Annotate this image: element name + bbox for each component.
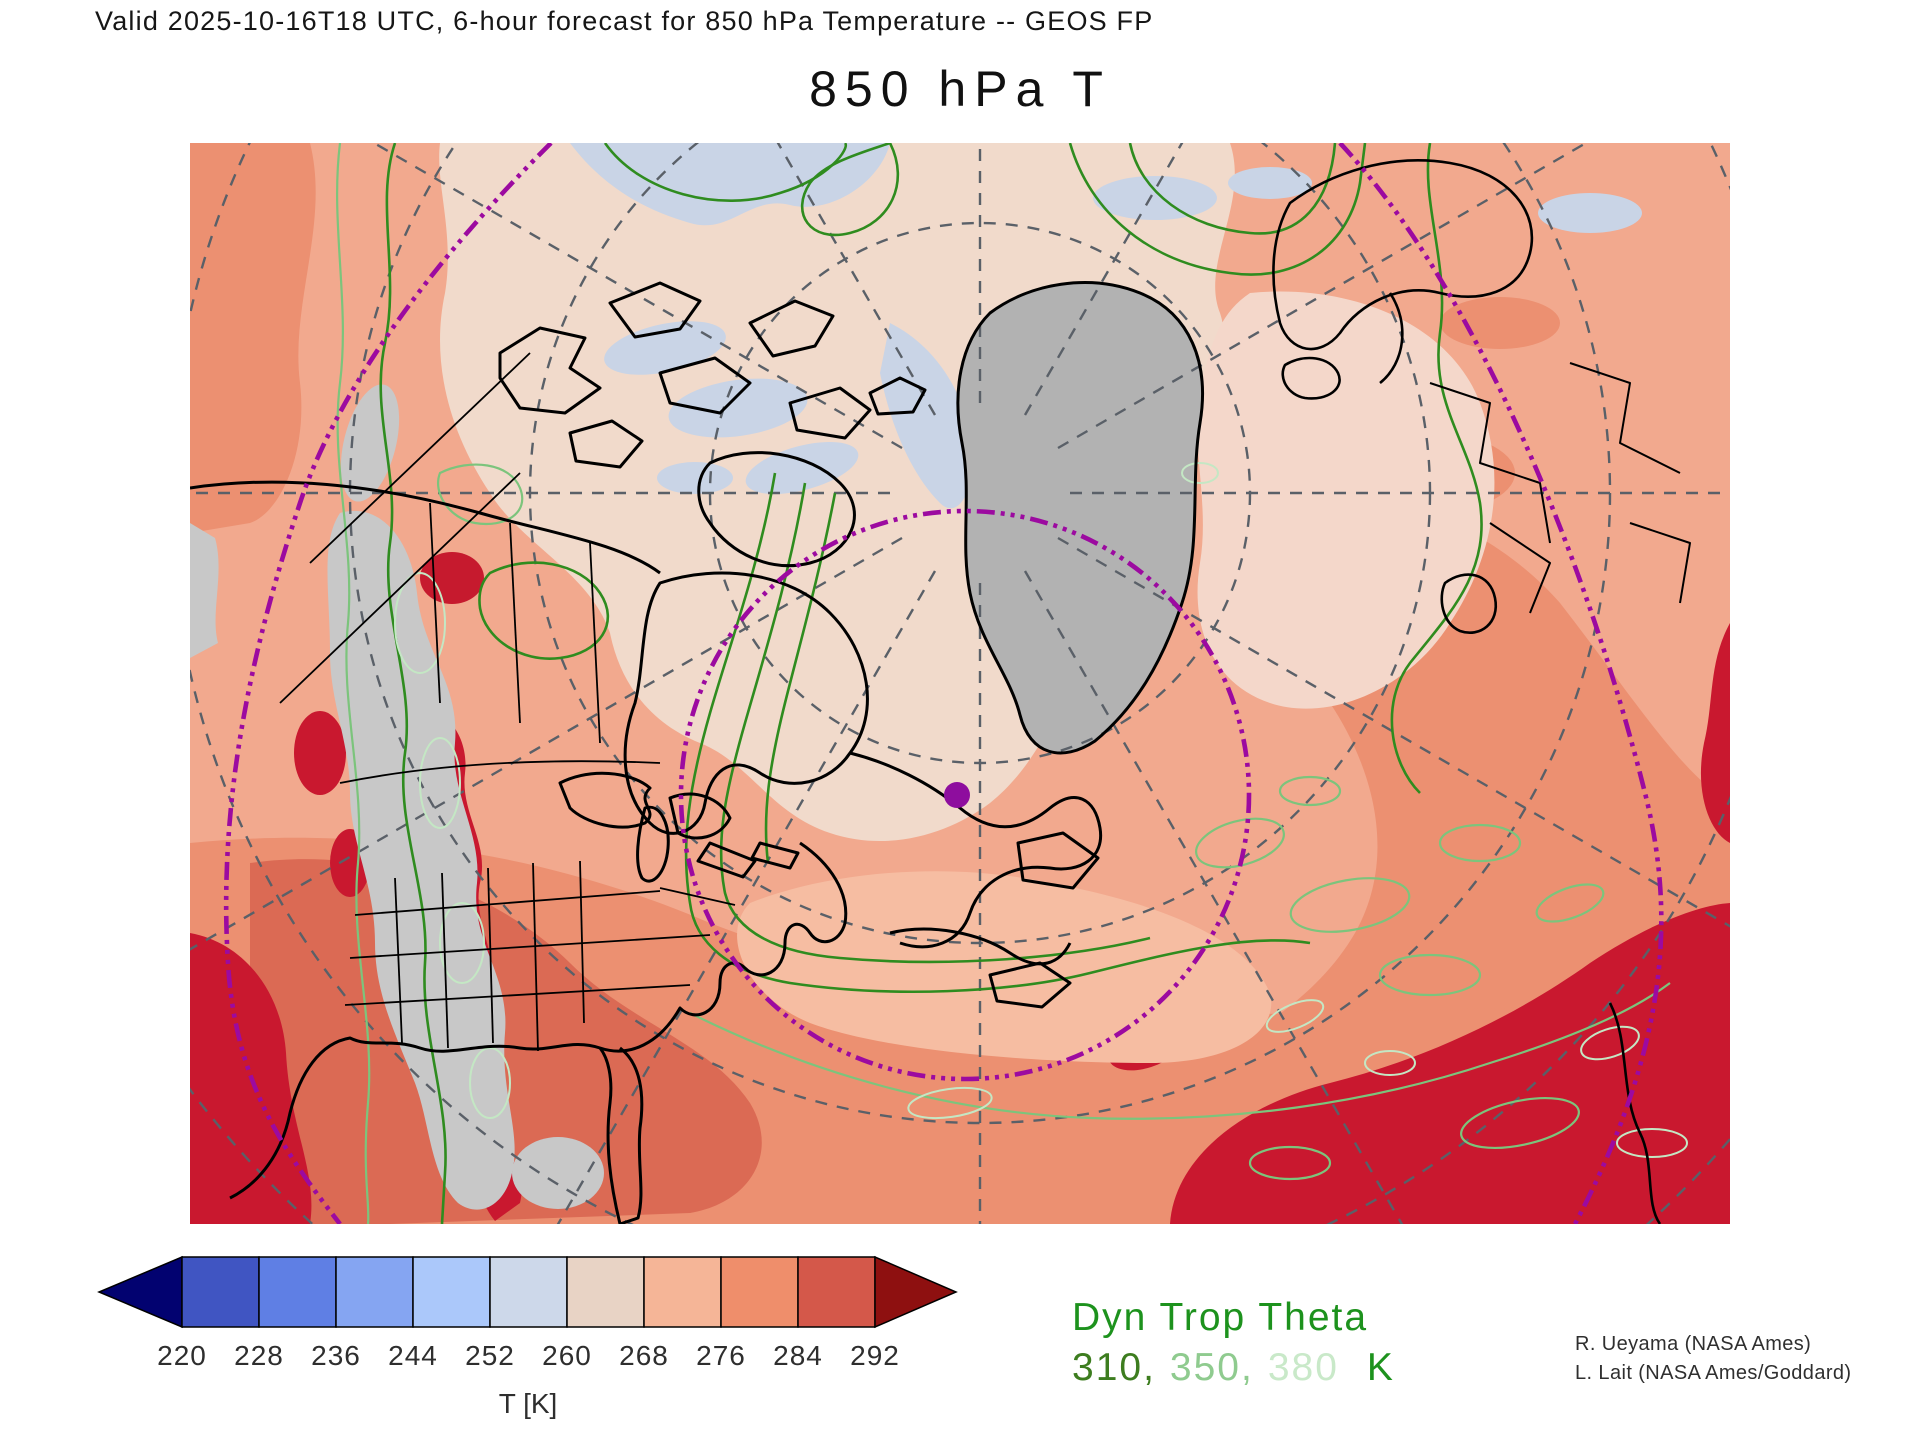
colorbar-under-arrow — [97, 1255, 183, 1329]
colorbar-tick-label: 236 — [311, 1340, 361, 1371]
theta-legend-level: 380 — [1267, 1346, 1339, 1389]
colorbar-tick-label: 284 — [773, 1340, 823, 1371]
colorbar-svg — [97, 1255, 958, 1329]
credit-line-1: R. Ueyama (NASA Ames) — [1575, 1333, 1812, 1355]
theta-legend-units: K — [1366, 1346, 1395, 1389]
rockies-terrain-fill — [327, 510, 515, 1210]
colorbar-tick-label: 228 — [234, 1340, 284, 1371]
theta-legend-levels: 310, 350, 380 K — [1072, 1346, 1409, 1390]
colorbar-cell — [643, 1256, 722, 1328]
theta-legend-level: 350, — [1169, 1346, 1254, 1389]
colorbar-cell — [720, 1256, 799, 1328]
legend-levels-holder: 310, 350, 380 — [1072, 1346, 1353, 1389]
track-overlay-layer — [223, 143, 1664, 1224]
map-svg — [190, 143, 1730, 1224]
colorbar-units-label: T [K] — [498, 1388, 558, 1419]
theta-legend-title: Dyn Trop Theta — [1072, 1296, 1369, 1339]
colorbar-tick-label: 220 — [157, 1340, 207, 1371]
colorbar-cell — [566, 1256, 645, 1328]
track-curve-west — [223, 143, 553, 1224]
colorbar-cell — [489, 1256, 568, 1328]
colorbar-tick-label: 252 — [465, 1340, 515, 1371]
colorbar-over-arrow — [874, 1255, 958, 1329]
theta-legend-level: 310, — [1072, 1346, 1156, 1389]
map-panel — [190, 143, 1730, 1224]
colorbar-tick-label: 292 — [850, 1340, 900, 1371]
temperature-fill-layer — [190, 143, 1730, 1224]
colorbar-cell — [335, 1256, 414, 1328]
colorbar — [97, 1254, 958, 1330]
theta-350-contours — [336, 143, 1671, 1224]
colorbar-cell — [797, 1256, 876, 1328]
credit-line-2: L. Lait (NASA Ames/Goddard) — [1575, 1362, 1852, 1384]
colorbar-cell — [412, 1256, 491, 1328]
colorbar-tick-label: 268 — [619, 1340, 669, 1371]
theta-contours-layer — [336, 143, 1688, 1224]
plot-title: 850 hPa T — [809, 61, 1111, 117]
range-ring — [678, 508, 1252, 1082]
theta-380-contours — [394, 462, 1688, 1158]
colorbar-tick-label: 260 — [542, 1340, 592, 1371]
coastlines-layer — [190, 159, 1691, 1224]
colorbar-cells — [181, 1256, 876, 1328]
station-dot — [944, 782, 970, 808]
colorbar-tick-label: 244 — [388, 1340, 438, 1371]
colorbar-tick-label: 276 — [696, 1340, 746, 1371]
colorbar-cell — [181, 1256, 260, 1328]
track-curve-east — [1338, 143, 1664, 1224]
graticule-layer — [190, 143, 1730, 1224]
valid-time-line: Valid 2025-10-16T18 UTC, 6-hour forecast… — [95, 6, 1154, 36]
colorbar-cell — [258, 1256, 337, 1328]
